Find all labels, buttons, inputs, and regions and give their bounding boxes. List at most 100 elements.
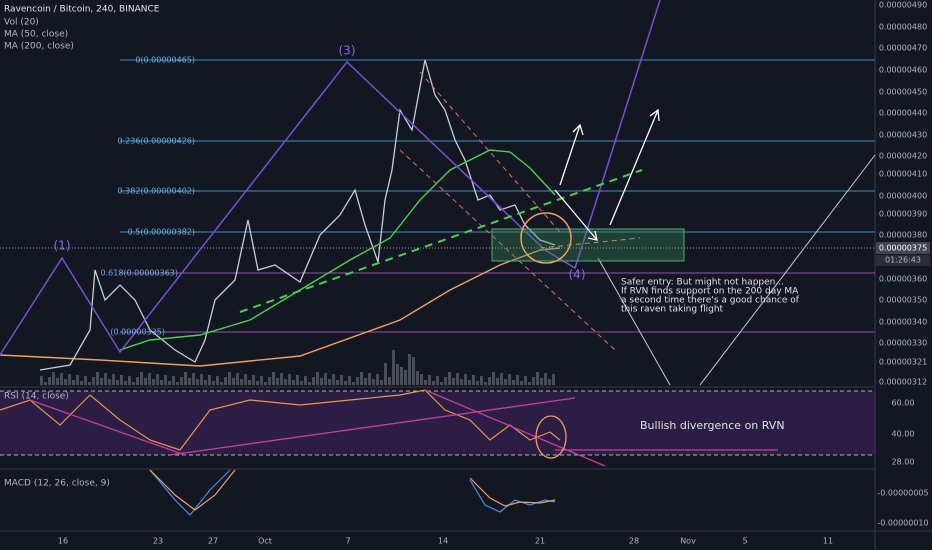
volume-bar xyxy=(324,373,327,385)
volume-bar xyxy=(200,374,203,385)
volume-bar xyxy=(148,373,151,385)
volume-bar xyxy=(144,378,147,385)
volume-bar xyxy=(380,380,383,385)
price-axis-label: 0.00000350 xyxy=(879,296,927,305)
volume-bar xyxy=(316,372,319,385)
volume-bar xyxy=(256,381,259,385)
volume-bar xyxy=(384,363,387,385)
chart-title: Ravencoin / Bitcoin, 240, BINANCE xyxy=(4,5,160,15)
volume-bar xyxy=(216,376,219,385)
volume-bar xyxy=(352,382,355,385)
indicator-label: MA (50, close) xyxy=(4,30,68,40)
volume-bar xyxy=(456,373,459,385)
volume-bar xyxy=(372,379,375,385)
volume-bar xyxy=(172,376,175,385)
price-axis-label: 0.00000420 xyxy=(879,152,927,161)
volume-bar xyxy=(180,377,183,385)
volume-bar xyxy=(64,379,67,385)
volume-bar xyxy=(432,381,435,385)
date-label: 5 xyxy=(742,537,747,546)
date-label: 14 xyxy=(438,537,448,546)
volume-bar xyxy=(544,373,547,385)
volume-bar xyxy=(356,377,359,385)
date-label: 21 xyxy=(535,537,545,546)
volume-bar xyxy=(480,376,483,385)
volume-bar xyxy=(524,376,527,385)
wave-label: (4) xyxy=(569,268,586,282)
wave-label: (3) xyxy=(339,44,356,58)
highlight-circle xyxy=(535,415,567,459)
volume-bar xyxy=(108,379,111,385)
volume-bar xyxy=(48,377,51,385)
volume-bar xyxy=(312,377,315,385)
volume-bar xyxy=(492,372,495,385)
volume-bar xyxy=(128,376,131,385)
price-axis-label: 0.00000450 xyxy=(879,88,927,97)
volume-bar xyxy=(176,382,179,385)
price-axis-label: 0.00000480 xyxy=(879,23,927,32)
volume-bar xyxy=(104,373,107,385)
volume-bar xyxy=(68,374,71,385)
annotation: Safer entry: But might not happen... xyxy=(621,278,784,288)
volume-bar xyxy=(528,382,531,385)
volume-bar xyxy=(184,372,187,385)
volume-bar xyxy=(84,376,87,385)
volume-bar xyxy=(420,374,423,385)
volume-bar xyxy=(124,381,127,385)
volume-bar xyxy=(520,381,523,385)
volume-bar xyxy=(496,378,499,385)
volume-bar xyxy=(344,381,347,385)
volume-bar xyxy=(340,375,343,385)
rsi-axis-label: 40.00 xyxy=(892,430,915,439)
volume-bar xyxy=(244,374,247,385)
price-axis-label: 0.00000321 xyxy=(879,358,927,367)
volume-bar xyxy=(264,382,267,385)
date-label: 16 xyxy=(58,537,68,546)
indicator-label: Vol (20) xyxy=(4,18,39,28)
volume-bar xyxy=(440,382,443,385)
volume-bar xyxy=(424,380,427,385)
volume-bar xyxy=(284,379,287,385)
volume-bar xyxy=(220,382,223,385)
rsi-trend xyxy=(169,397,576,456)
volume-bar xyxy=(484,382,487,385)
volume-bar xyxy=(412,357,415,385)
volume-bar xyxy=(376,374,379,385)
date-label: 28 xyxy=(629,537,639,546)
volume-bar xyxy=(360,372,363,385)
volume-bar xyxy=(388,377,391,385)
volume-bar xyxy=(308,382,311,385)
volume-bar xyxy=(476,381,479,385)
trend-line xyxy=(239,169,643,313)
volume-bar xyxy=(320,378,323,385)
volume-bar xyxy=(228,372,231,385)
volume-bar xyxy=(448,372,451,385)
fib-label: 0(0.00000465) xyxy=(135,56,195,65)
highlight-circle xyxy=(520,212,572,264)
fib-label: 0.236(0.00000426) xyxy=(118,137,196,146)
fib-label: (0.00000335) xyxy=(110,328,165,337)
volume-bar xyxy=(452,378,455,385)
volume-bar xyxy=(248,380,251,385)
volume-bar xyxy=(224,377,227,385)
volume-bar xyxy=(236,373,239,385)
projection-line xyxy=(699,154,876,386)
volume-bar xyxy=(400,367,403,385)
date-label: 11 xyxy=(823,537,833,546)
volume-bar xyxy=(120,375,123,385)
volume-bar xyxy=(300,381,303,385)
volume-bar xyxy=(260,376,263,385)
volume-bar xyxy=(72,380,75,385)
price-axis-label: 0.00000460 xyxy=(879,66,927,75)
volume-bar xyxy=(88,382,91,385)
volume-bar xyxy=(272,372,275,385)
volume-bar xyxy=(44,382,47,385)
volume-bar xyxy=(296,375,299,385)
volume-bar xyxy=(116,380,119,385)
wave-label: (1) xyxy=(54,239,71,253)
price-line xyxy=(39,59,556,371)
volume-bar xyxy=(436,376,439,385)
volume-bar xyxy=(276,378,279,385)
price-axis-label: 0.00000340 xyxy=(879,318,927,327)
